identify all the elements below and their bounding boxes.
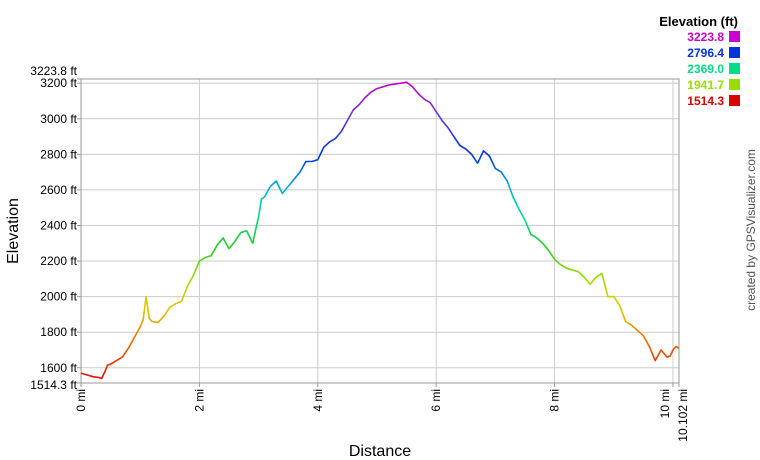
legend-value: 1514.3 (687, 94, 724, 108)
legend-swatch (729, 31, 740, 42)
y-tick-label: 3223.8 ft (30, 64, 77, 78)
x-axis-title: Distance (349, 443, 411, 460)
y-tick-label: 2600 ft (40, 183, 77, 197)
legend-swatch (729, 95, 740, 106)
x-tick-label: 10.102 mi (676, 389, 690, 442)
x-tick-label: 10 mi (658, 389, 672, 418)
x-tick-label: 0 mi (74, 389, 88, 412)
y-axis-title: Elevation (5, 198, 22, 264)
elevation-series-line (80, 81, 680, 380)
x-tick-label: 4 mi (311, 389, 325, 412)
x-tick-label: 6 mi (429, 389, 443, 412)
credit-text: created by GPSVisualizer.com (744, 149, 758, 311)
legend-value: 2796.4 (687, 46, 724, 60)
x-tick-label: 8 mi (548, 389, 562, 412)
plot-frame (80, 78, 680, 384)
legend-swatch (729, 63, 740, 74)
legend-title: Elevation (ft) (659, 14, 738, 29)
y-tick-label: 2800 ft (40, 147, 77, 161)
y-tick-label: 2200 ft (40, 254, 77, 268)
x-axis-ticks: 0 mi 2 mi 4 mi 6 mi 8 mi 10 mi 10.102 mi (74, 383, 690, 442)
legend-value: 1941.7 (687, 78, 724, 92)
y-tick-label: 1514.3 ft (30, 378, 77, 392)
x-tick-label: 2 mi (192, 389, 206, 412)
legend: Elevation (ft) 3223.8 2796.4 2369.0 1941.7 1… (659, 14, 740, 108)
legend-value: 3223.8 (687, 30, 724, 44)
y-tick-label: 3000 ft (40, 112, 77, 126)
legend-swatch (729, 47, 740, 58)
y-tick-label: 2000 ft (40, 290, 77, 304)
y-tick-label: 3200 ft (40, 76, 77, 90)
grid-lines (81, 79, 679, 383)
y-tick-label: 2400 ft (40, 218, 77, 232)
y-tick-label: 1600 ft (40, 361, 77, 375)
legend-swatch (729, 79, 740, 90)
plot-background (81, 79, 679, 383)
y-axis-ticks: 1514.3 ft 1600 ft 1800 ft 2000 ft 2200 ft 240… (30, 64, 81, 392)
legend-value: 2369.0 (687, 62, 724, 76)
y-tick-label: 1800 ft (40, 325, 77, 339)
series-layer (80, 81, 680, 380)
